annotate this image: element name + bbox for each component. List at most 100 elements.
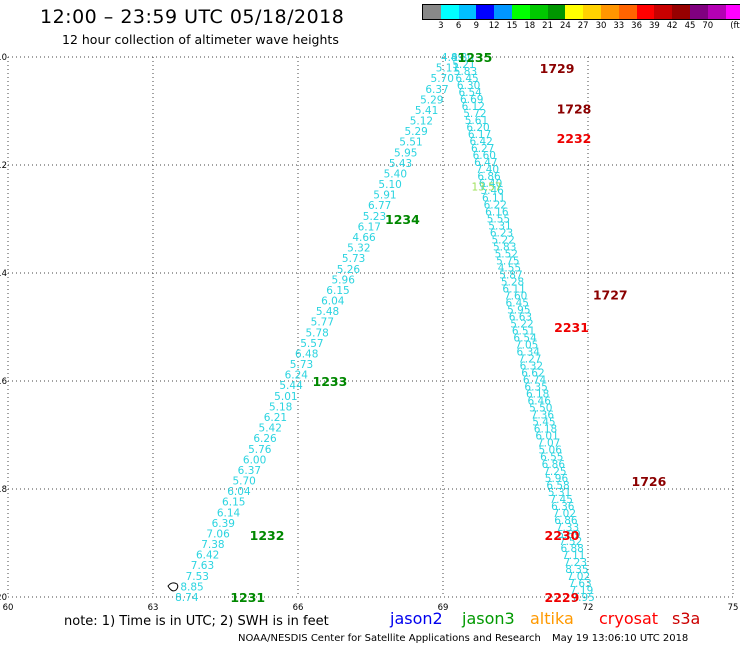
wave-height-value: 7.53 — [186, 571, 209, 583]
wave-height-value: 5.73 — [290, 359, 313, 371]
pass-time-labels: 1235 1234 1233 1232 1231 1729 1728 1727 1726 2232… — [230, 50, 666, 605]
legend-tick-label: 45 — [684, 21, 696, 31]
wave-height-value: 7.63 — [568, 578, 591, 590]
wave-height-value: 5.42 — [259, 423, 282, 435]
wave-height-value: 6.42 — [469, 136, 492, 148]
wave-height-value: 7.23 — [564, 557, 587, 569]
legend-swatch — [511, 5, 530, 19]
legend-swatch — [725, 5, 740, 19]
satellite-name: s3a — [672, 609, 701, 628]
legend-unit: (ft) — [730, 21, 740, 31]
pass-time-label: 1232 — [250, 528, 285, 543]
wave-height-value: 6.18 — [534, 424, 557, 436]
legend-tick-label: 3 — [438, 21, 444, 31]
wave-height-value: 6.62 — [521, 368, 544, 380]
wave-height-value: 5.40 — [384, 168, 407, 180]
wave-height-value: 5.29 — [420, 94, 443, 106]
lat-tick-label: -16 — [0, 377, 7, 387]
pass-time-label: 1729 — [540, 61, 575, 76]
wave-height-value: 8.74 — [175, 592, 199, 604]
legend-swatch — [529, 5, 548, 19]
legend-swatch — [707, 5, 726, 19]
wave-height-value: 5.70 — [232, 476, 255, 488]
wave-height-value: 6.77 — [368, 200, 391, 212]
legend-tick-label: 18 — [524, 21, 536, 31]
pass-time-label: 1234 — [385, 212, 420, 227]
wave-height-value: 7.05 — [515, 340, 538, 352]
wave-height-value: 7.60 — [504, 290, 527, 302]
wave-height-value: 7.06 — [206, 528, 230, 540]
wave-height-value: 6.36 — [551, 501, 575, 513]
wave-height-value: 6.14 — [217, 507, 241, 519]
lon-tick-label: 75 — [728, 603, 739, 613]
wave-height-value: 5.18 — [269, 401, 292, 413]
wave-height-value: 5.70 — [431, 73, 454, 85]
wave-height-value: 6.63 — [509, 311, 532, 323]
island-shape — [167, 582, 179, 592]
wave-height-value: 5.48 — [316, 306, 339, 318]
wave-height-value: 6.15 — [222, 497, 245, 509]
wave-height-value: 5.22 — [510, 318, 533, 330]
wave-height-value: 7.45 — [550, 494, 573, 506]
wave-height-value: 5.77 — [311, 317, 334, 329]
wave-height-value: 6.04 — [321, 296, 345, 308]
altimeter-tracks: 4.895.115.706.375.295.415.125.295.515.95… — [175, 52, 595, 604]
wave-height-value: 6.54 — [513, 333, 537, 345]
legend-swatch — [600, 5, 619, 19]
wave-height-value: 5.31 — [548, 487, 571, 499]
satellite-name: cryosat — [599, 609, 659, 628]
wave-height-value: 5.75 — [496, 255, 519, 267]
wave-height-value: 7.33 — [556, 522, 579, 534]
wave-height-value: 6.74 — [523, 375, 547, 387]
lon-tick-label: 72 — [583, 603, 594, 613]
wave-height-value: 5.29 — [404, 126, 427, 138]
lat-tick-label: -18 — [0, 485, 7, 495]
legend-tick-label: 12 — [488, 21, 500, 31]
wave-height-value: 5.46 — [480, 185, 504, 197]
wave-height-value: 6.00 — [243, 454, 266, 466]
wave-height-value: 5.28 — [501, 276, 524, 288]
wave-height-value: 6.17 — [358, 221, 381, 233]
wave-height-value: 7.19 — [570, 585, 593, 597]
wave-height-value: 6.26 — [253, 433, 277, 445]
wave-height-value: 6.86 — [477, 171, 501, 183]
wave-height-value: 5.45 — [532, 417, 555, 429]
wave-height-value: 5.52 — [495, 248, 518, 260]
wave-height-value: 5.11 — [436, 63, 459, 75]
wave-height-value: 6.35 — [524, 382, 547, 394]
legend-tick-label: 39 — [648, 21, 660, 31]
wave-height-value: 6.21 — [264, 412, 287, 424]
wave-height-value: 5.22 — [491, 234, 514, 246]
wave-height-value: 5.95 — [507, 304, 530, 316]
lat-tick-label: -10 — [0, 53, 7, 63]
color-scale-bar — [422, 4, 740, 20]
wave-height-value: 5.10 — [378, 179, 401, 191]
wave-height-value: 6.30 — [457, 80, 480, 92]
legend-swatch — [689, 5, 708, 19]
pass-time-label: 2229 — [545, 590, 580, 605]
wave-height-value: 5.26 — [337, 264, 361, 276]
wave-height-value: 7.02 — [567, 571, 590, 583]
wave-height-value: 5.83 — [454, 66, 477, 78]
wave-height-value: 8.85 — [180, 581, 203, 593]
pass-time-label: 2230 — [545, 528, 580, 543]
wave-height-value: 4.55 — [498, 262, 521, 274]
wave-height-value: 6.58 — [546, 480, 569, 492]
lat-tick-label: -14 — [0, 269, 7, 279]
legend-tick-label: 36 — [631, 21, 643, 31]
legend-tick-label: 70 — [702, 21, 714, 31]
map-axes: 60 63 66 69 72 75 -10 -12 -14 -16 -18 -20 — [0, 53, 738, 613]
wave-height-value: 5.51 — [399, 137, 422, 149]
pass-time-label: 1235 — [458, 50, 493, 65]
satellite-name: jason2 — [390, 609, 443, 628]
pass-time-label: 2232 — [557, 131, 592, 146]
legend-swatch — [672, 5, 690, 19]
wave-height-value: 6.11 — [482, 192, 505, 204]
wave-height-value: 6.27 — [471, 143, 494, 155]
credit-line: NOAA/NESDIS Center for Satellite Applica… — [238, 633, 541, 644]
wave-height-value: 5.01 — [274, 391, 297, 403]
wave-height-value: 7.07 — [537, 438, 560, 450]
wave-height-value: 5.96 — [545, 473, 569, 485]
wave-height-value: 5.73 — [342, 253, 365, 265]
wave-height-value: 5.87 — [499, 269, 522, 281]
